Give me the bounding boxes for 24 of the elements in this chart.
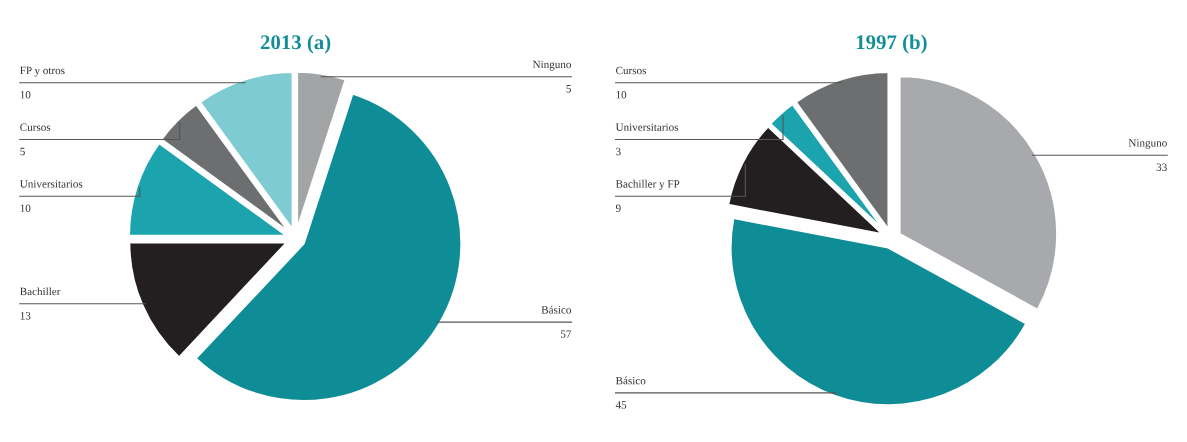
data-label: 10 <box>616 90 627 99</box>
data-label: 33 <box>1156 163 1167 171</box>
data-label: 9 <box>615 204 621 212</box>
slice-label: Básico <box>615 376 646 385</box>
data-label: 3 <box>616 147 621 156</box>
chart-title: 1997 (b) <box>856 34 927 54</box>
chart-title: 2013 (a) <box>260 34 331 54</box>
slice-label: Bachiller <box>20 287 61 296</box>
slice-label: Cursos <box>20 123 51 131</box>
slice-label: Universitarios <box>19 180 83 188</box>
slice-label: Ninguno <box>1128 139 1167 149</box>
slice-label: Bachiller y FP <box>615 179 680 190</box>
data-label: 5 <box>566 85 571 93</box>
data-label: 5 <box>20 147 25 156</box>
slice-label: Universitarios <box>615 123 679 131</box>
slice-label: Ninguno <box>532 60 572 71</box>
data-label: 57 <box>560 330 572 338</box>
data-label: 10 <box>20 204 31 212</box>
data-label: 10 <box>20 90 31 99</box>
data-label: 45 <box>615 401 627 409</box>
slice-label: Básico <box>541 305 572 314</box>
data-label: 13 <box>20 312 31 320</box>
slice-label: FP y otros <box>20 66 65 77</box>
slice-label: Cursos <box>616 66 647 75</box>
